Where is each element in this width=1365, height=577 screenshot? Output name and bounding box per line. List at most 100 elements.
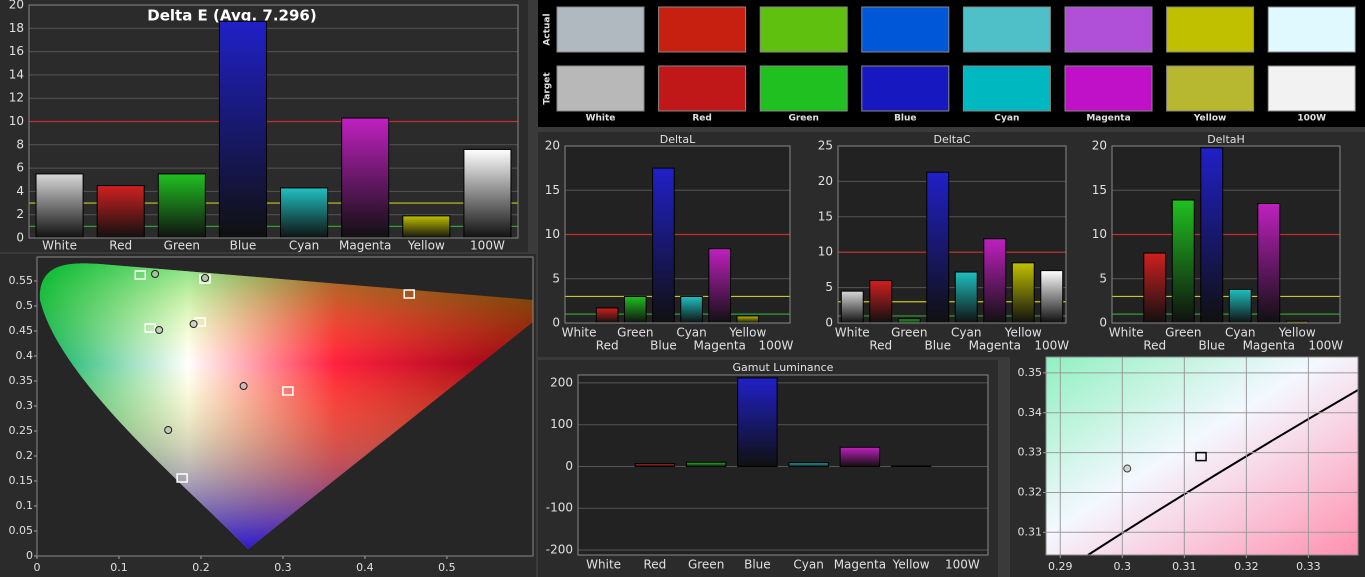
y-tick-label: 4	[16, 184, 24, 198]
target-point	[134, 270, 147, 280]
x-tick-label: 0.2	[192, 561, 210, 574]
bar	[341, 117, 390, 239]
x-tick-label: Green	[164, 239, 200, 253]
y-tick-label: 0.55	[9, 274, 34, 287]
swatch	[1166, 6, 1255, 53]
bar	[1257, 203, 1281, 324]
x-tick-label: Blue	[230, 239, 257, 253]
swatch-label: Red	[692, 114, 711, 124]
x-tick-label: Cyan	[951, 326, 981, 340]
y-tick-label: 15	[545, 183, 560, 197]
swatch	[962, 65, 1051, 112]
bar	[708, 248, 732, 324]
y-tick-label: 10	[545, 227, 560, 241]
bar	[402, 215, 451, 239]
x-tick-label: Red	[109, 239, 132, 253]
y-tick-label: 0	[1099, 316, 1107, 330]
bar	[652, 167, 675, 324]
x-tick-label: Yellow	[892, 558, 930, 572]
measured-point	[201, 274, 210, 282]
chart-title: DeltaC	[933, 133, 970, 146]
bar	[1171, 199, 1195, 324]
measured-point	[151, 270, 160, 278]
x-tick-label: 0.33	[1296, 560, 1321, 573]
bar	[280, 187, 329, 239]
y-tick-label: 200	[550, 375, 573, 389]
swatch-label: White	[586, 114, 616, 124]
x-tick-label: 0.4	[356, 561, 374, 574]
y-tick-label: 0.31	[1018, 525, 1043, 538]
y-tick-label: 2	[16, 207, 24, 221]
swatch	[861, 6, 950, 53]
bar	[954, 271, 978, 324]
bar	[623, 295, 647, 324]
x-tick-label: 0.29	[1048, 560, 1073, 573]
plot-border	[28, 4, 519, 239]
x-tick-label: 100W	[470, 239, 505, 253]
chart-title: Delta E (Avg. 7.296)	[147, 7, 316, 25]
y-tick-label: 20	[9, 0, 24, 12]
bar	[869, 280, 893, 324]
measured-point	[1123, 464, 1132, 473]
x-tick-label: 100W	[1034, 339, 1069, 353]
y-tick-label: 20	[818, 174, 833, 188]
x-tick-label: Red	[643, 558, 666, 572]
x-tick-label: Magenta	[694, 339, 746, 353]
swatch	[861, 65, 950, 112]
y-tick-label: 0.4	[16, 349, 34, 362]
x-tick-label: Green	[1165, 326, 1201, 340]
x-tick-label: Blue	[744, 558, 771, 572]
y-tick-label: 10	[818, 245, 833, 259]
x-tick-label: 100W	[759, 339, 794, 353]
x-tick-label: Yellow	[728, 326, 766, 340]
bar	[96, 185, 145, 239]
y-tick-label: 5	[1099, 271, 1107, 285]
x-tick-label: Blue	[924, 339, 951, 353]
target-point	[282, 386, 294, 396]
x-tick-label: 0.5	[438, 561, 456, 574]
bar	[926, 171, 950, 324]
swatch-label: Magenta	[1086, 114, 1130, 124]
y-tick-label: 100	[550, 417, 573, 431]
swatch-label: 100W	[1297, 114, 1326, 124]
bar	[736, 315, 760, 324]
x-tick-label: White	[562, 326, 597, 340]
row-label: Target	[543, 72, 553, 105]
x-tick-label: 0.3	[1114, 560, 1132, 573]
x-tick-label: Red	[869, 339, 892, 353]
swatch	[1064, 6, 1153, 53]
measured-point	[239, 382, 248, 390]
x-tick-label: Blue	[1198, 339, 1225, 353]
x-tick-label: 100W	[1308, 339, 1343, 353]
y-tick-label: 8	[16, 137, 24, 151]
x-tick-label: Yellow	[1278, 326, 1316, 340]
bar	[218, 20, 267, 239]
bar	[680, 295, 703, 324]
y-tick-label: 0.34	[1018, 406, 1043, 419]
x-tick-label: White	[1109, 326, 1144, 340]
swatch	[556, 6, 645, 53]
bar	[1200, 147, 1224, 324]
row-label: Actual	[543, 13, 553, 45]
target-point	[176, 473, 188, 483]
y-tick-label: 0.33	[1018, 446, 1043, 459]
x-tick-label: 0.31	[1172, 560, 1197, 573]
target-point	[144, 323, 156, 333]
y-tick-label: 0.45	[9, 324, 34, 337]
chart-title: DeltaL	[660, 133, 696, 146]
y-tick-label: 0	[26, 549, 33, 562]
y-tick-label: 0.25	[9, 424, 34, 437]
chart-title: DeltaH	[1207, 133, 1245, 146]
x-tick-label: Yellow	[1004, 326, 1042, 340]
swatch	[658, 6, 747, 53]
y-tick-label: 0.5	[16, 299, 34, 312]
swatch	[1166, 65, 1255, 112]
bar	[1011, 262, 1035, 324]
measured-point	[189, 320, 198, 328]
plot-border	[577, 374, 989, 556]
bar	[737, 377, 778, 467]
bar	[35, 173, 84, 239]
x-tick-label: Green	[688, 558, 724, 572]
y-tick-label: 0	[565, 459, 573, 473]
